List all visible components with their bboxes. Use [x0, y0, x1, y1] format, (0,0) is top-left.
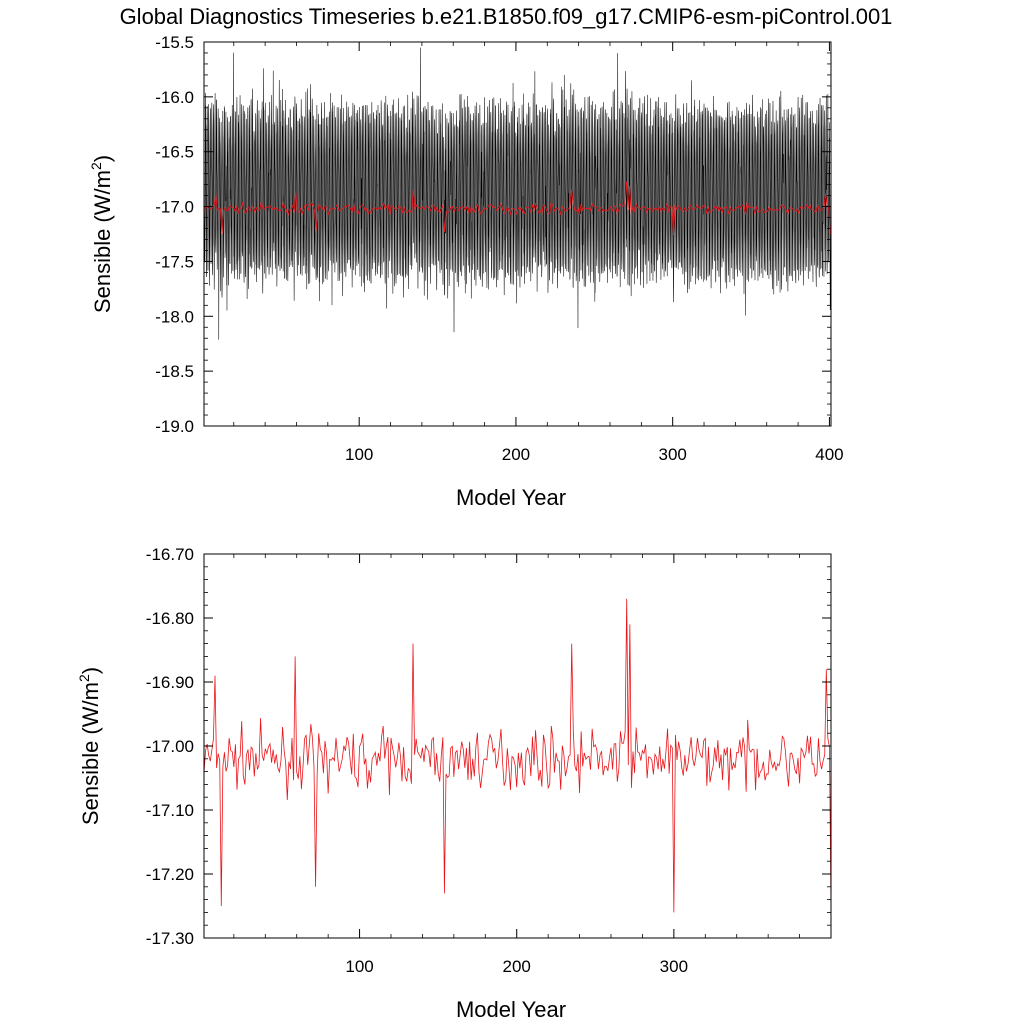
chart-top-y-ticks: -19.0 -18.5 -18.0 -17.5 -17.0 -16.5 -16.0 -15.5: [155, 33, 831, 436]
chart-top-x-axis-label: Model Year: [456, 485, 566, 510]
x-tick-label: 400: [815, 445, 843, 464]
monthly-line: [203, 47, 832, 340]
y-tick-label: -18.5: [155, 362, 194, 381]
chart-bottom-y-axis-label-sup: 2: [76, 674, 92, 682]
y-tick-label: -16.0: [155, 88, 194, 107]
x-tick-label: 300: [658, 445, 686, 464]
x-tick-label: 100: [345, 957, 373, 976]
chart-top-plot-area: [204, 42, 831, 426]
chart-bottom-y-axis-label: Sensible (W/m2): [76, 667, 103, 825]
x-tick-label: 200: [502, 445, 530, 464]
y-tick-label: -15.5: [155, 33, 194, 52]
y-tick-label: -16.70: [146, 545, 194, 564]
y-tick-label: -17.00: [146, 737, 194, 756]
chart-top-y-axis-label-close: ): [90, 155, 115, 162]
y-tick-label: -17.0: [155, 198, 194, 217]
chart-bottom-x-axis-label: Model Year: [456, 997, 566, 1022]
y-tick-label: -16.5: [155, 143, 194, 162]
chart-top: 100 200 300 400 -19.0-18.5-18.0-17.5-17.0-1…: [88, 33, 844, 510]
y-tick-label: -16.80: [146, 609, 194, 628]
chart-top-monthly-series: [203, 47, 832, 340]
y-tick-label: -17.20: [146, 865, 194, 884]
chart-bottom: 100 200 300 -17.30 -17.20 -17.10 -17.00 -16.90…: [76, 545, 832, 1022]
y-tick-label: -17.5: [155, 252, 194, 271]
chart-bottom-y-axis-label-close: ): [78, 667, 103, 674]
y-tick-label: -19.0: [155, 417, 194, 436]
chart-bottom-x-ticks: 100 200 300: [233, 554, 832, 976]
x-tick-label: 300: [660, 957, 688, 976]
y-tick-label: -16.90: [146, 673, 194, 692]
chart-bottom-y-axis-label-text: Sensible (W/m: [78, 682, 103, 825]
chart-top-annual-line: [204, 181, 831, 236]
x-tick-label: 100: [345, 445, 373, 464]
chart-bottom-annual-line: [203, 598, 832, 913]
chart-top-y-axis-label-sup: 2: [88, 162, 104, 170]
y-tick-label: -17.30: [146, 929, 194, 948]
chart-top-frame: [203, 41, 832, 427]
x-tick-label: 200: [503, 957, 531, 976]
chart-bottom-plot-area: [204, 554, 831, 938]
chart-top-x-ticks: 100 200 300 400: [233, 42, 844, 464]
y-tick-label: -18.0: [155, 307, 194, 326]
figure-title: Global Diagnostics Timeseries b.e21.B185…: [120, 4, 893, 29]
chart-bottom-y-ticks: -17.30 -17.20 -17.10 -17.00 -16.90 -16.80 -16.…: [146, 545, 831, 948]
chart-top-y-axis-label-text: Sensible (W/m: [90, 170, 115, 313]
chart-top-y-axis-label: Sensible (W/m2): [88, 155, 115, 313]
y-tick-label: -17.10: [146, 801, 194, 820]
